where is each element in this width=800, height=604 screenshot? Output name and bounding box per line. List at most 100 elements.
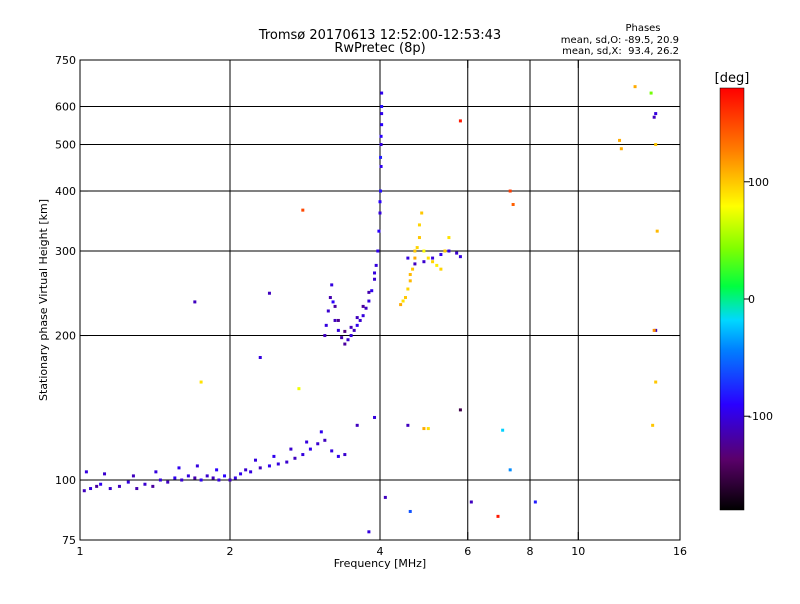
chart-subtitle: RwPretec (8p) [334,41,425,56]
data-point [420,211,424,215]
stats-heading: Phases [625,23,660,34]
data-point [361,314,365,318]
data-point [361,304,365,308]
data-point [297,387,301,391]
stats-o-mode: mean, sd,O: -89.5, 20.9 [561,35,679,46]
data-point [319,430,323,434]
data-point [379,155,383,159]
data-point [654,380,658,384]
data-point [108,487,112,491]
data-point [379,189,383,193]
data-point [408,273,412,277]
data-point [333,304,337,308]
y-axis-ticks: 75 100 200 300 400 500 600 750 [55,54,680,547]
data-point [439,253,443,257]
data-point [649,91,653,95]
data-point [272,454,276,458]
x-tick-label: 8 [527,545,534,558]
grid-lines [80,60,680,540]
data-point [154,470,158,474]
data-point [508,189,512,193]
data-point [330,449,334,453]
data-point [378,211,382,215]
data-point [352,328,356,332]
data-point [652,115,656,119]
data-point [618,138,622,142]
data-point [439,267,443,271]
data-point [458,119,462,123]
data-point [355,316,359,320]
x-axis-label: Frequency [MHz] [334,557,426,570]
data-points [82,85,659,534]
data-point [177,466,181,470]
data-point [633,85,637,89]
data-point [95,484,99,488]
data-point [267,291,271,295]
data-point [346,338,350,342]
data-point [239,472,243,476]
data-point [285,460,289,464]
data-point [373,415,377,419]
data-point [378,200,382,204]
data-point [258,466,262,470]
data-point [244,468,248,472]
data-point [376,249,380,253]
x-tick-label: 2 [227,545,234,558]
data-point [193,300,197,304]
data-point [99,482,103,486]
data-point [358,318,362,322]
data-point [501,428,505,432]
data-point [422,260,426,264]
data-point [413,262,417,266]
data-point [406,256,410,260]
data-point [158,478,162,482]
data-point [379,134,383,138]
data-point [166,480,170,484]
data-point [401,299,405,303]
data-point [379,164,383,168]
data-point [316,442,320,446]
data-point [117,484,121,488]
y-tick-label: 100 [55,474,76,487]
y-tick-label: 200 [55,330,76,343]
data-point [331,300,335,304]
data-point [367,530,371,534]
data-point [408,509,412,513]
data-point [267,464,271,468]
stats-x-mode: mean, sd,X: 93.4, 26.2 [562,46,679,57]
data-point [426,256,430,260]
data-point [143,482,147,486]
data-point [413,249,417,253]
data-point [301,453,305,457]
data-point [349,334,353,338]
data-point [651,423,655,427]
colorbar-label: [deg] [715,71,750,86]
data-point [655,229,659,233]
x-tick-label: 6 [464,545,471,558]
data-point [199,380,203,384]
data-point [443,249,447,253]
data-point [336,454,340,458]
data-point [293,456,297,460]
colorbar-tick-label: 0 [748,293,755,306]
data-point [417,223,421,227]
data-point [193,476,197,480]
data-point [654,328,658,332]
data-point [511,202,515,206]
data-point [199,478,203,482]
x-axis-ticks: 1 2 4 6 8 10 16 [77,60,687,558]
data-point [417,236,421,240]
data-point [458,255,462,259]
data-point [103,472,107,476]
data-point [324,323,328,327]
data-point [323,334,327,338]
data-point [380,91,384,95]
data-point [380,105,384,109]
data-point [211,476,215,480]
data-point [403,296,407,300]
data-point [380,112,384,116]
data-point [367,290,371,294]
data-point [195,464,199,468]
x-tick-label: 1 [77,545,84,558]
